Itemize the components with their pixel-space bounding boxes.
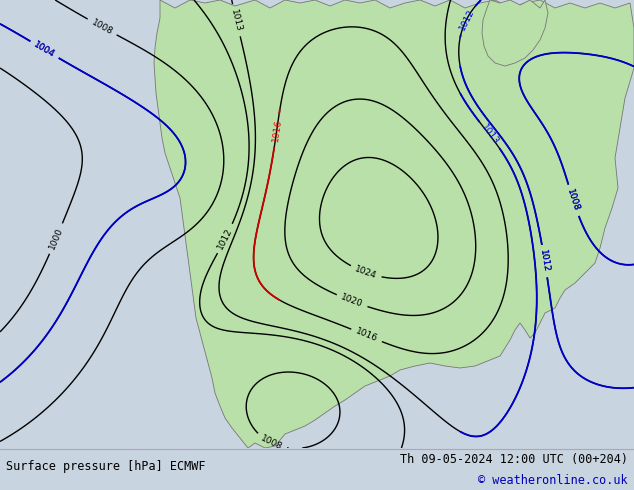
Text: 1008: 1008 [566, 188, 581, 213]
Polygon shape [154, 0, 634, 448]
Text: 1008: 1008 [566, 188, 581, 213]
Text: 1004: 1004 [32, 40, 56, 59]
Text: 1016: 1016 [271, 119, 283, 143]
Text: 1013: 1013 [230, 8, 243, 32]
Text: 1024: 1024 [354, 264, 378, 280]
Text: 1020: 1020 [340, 293, 365, 309]
Text: © weatheronline.co.uk: © weatheronline.co.uk [479, 474, 628, 487]
Text: 1004: 1004 [32, 40, 56, 59]
Text: 1012: 1012 [216, 226, 235, 251]
Text: 1012: 1012 [538, 249, 551, 273]
Polygon shape [482, 0, 548, 66]
Text: 1016: 1016 [354, 327, 379, 344]
Text: 1012: 1012 [457, 7, 476, 32]
Text: 1000: 1000 [48, 226, 65, 251]
Text: 1013: 1013 [479, 123, 500, 147]
Text: 1012: 1012 [538, 249, 551, 273]
Text: 1008: 1008 [90, 18, 114, 36]
Text: Surface pressure [hPa] ECMWF: Surface pressure [hPa] ECMWF [6, 461, 205, 473]
Text: 1008: 1008 [259, 434, 283, 452]
Text: Th 09-05-2024 12:00 UTC (00+204): Th 09-05-2024 12:00 UTC (00+204) [400, 453, 628, 466]
